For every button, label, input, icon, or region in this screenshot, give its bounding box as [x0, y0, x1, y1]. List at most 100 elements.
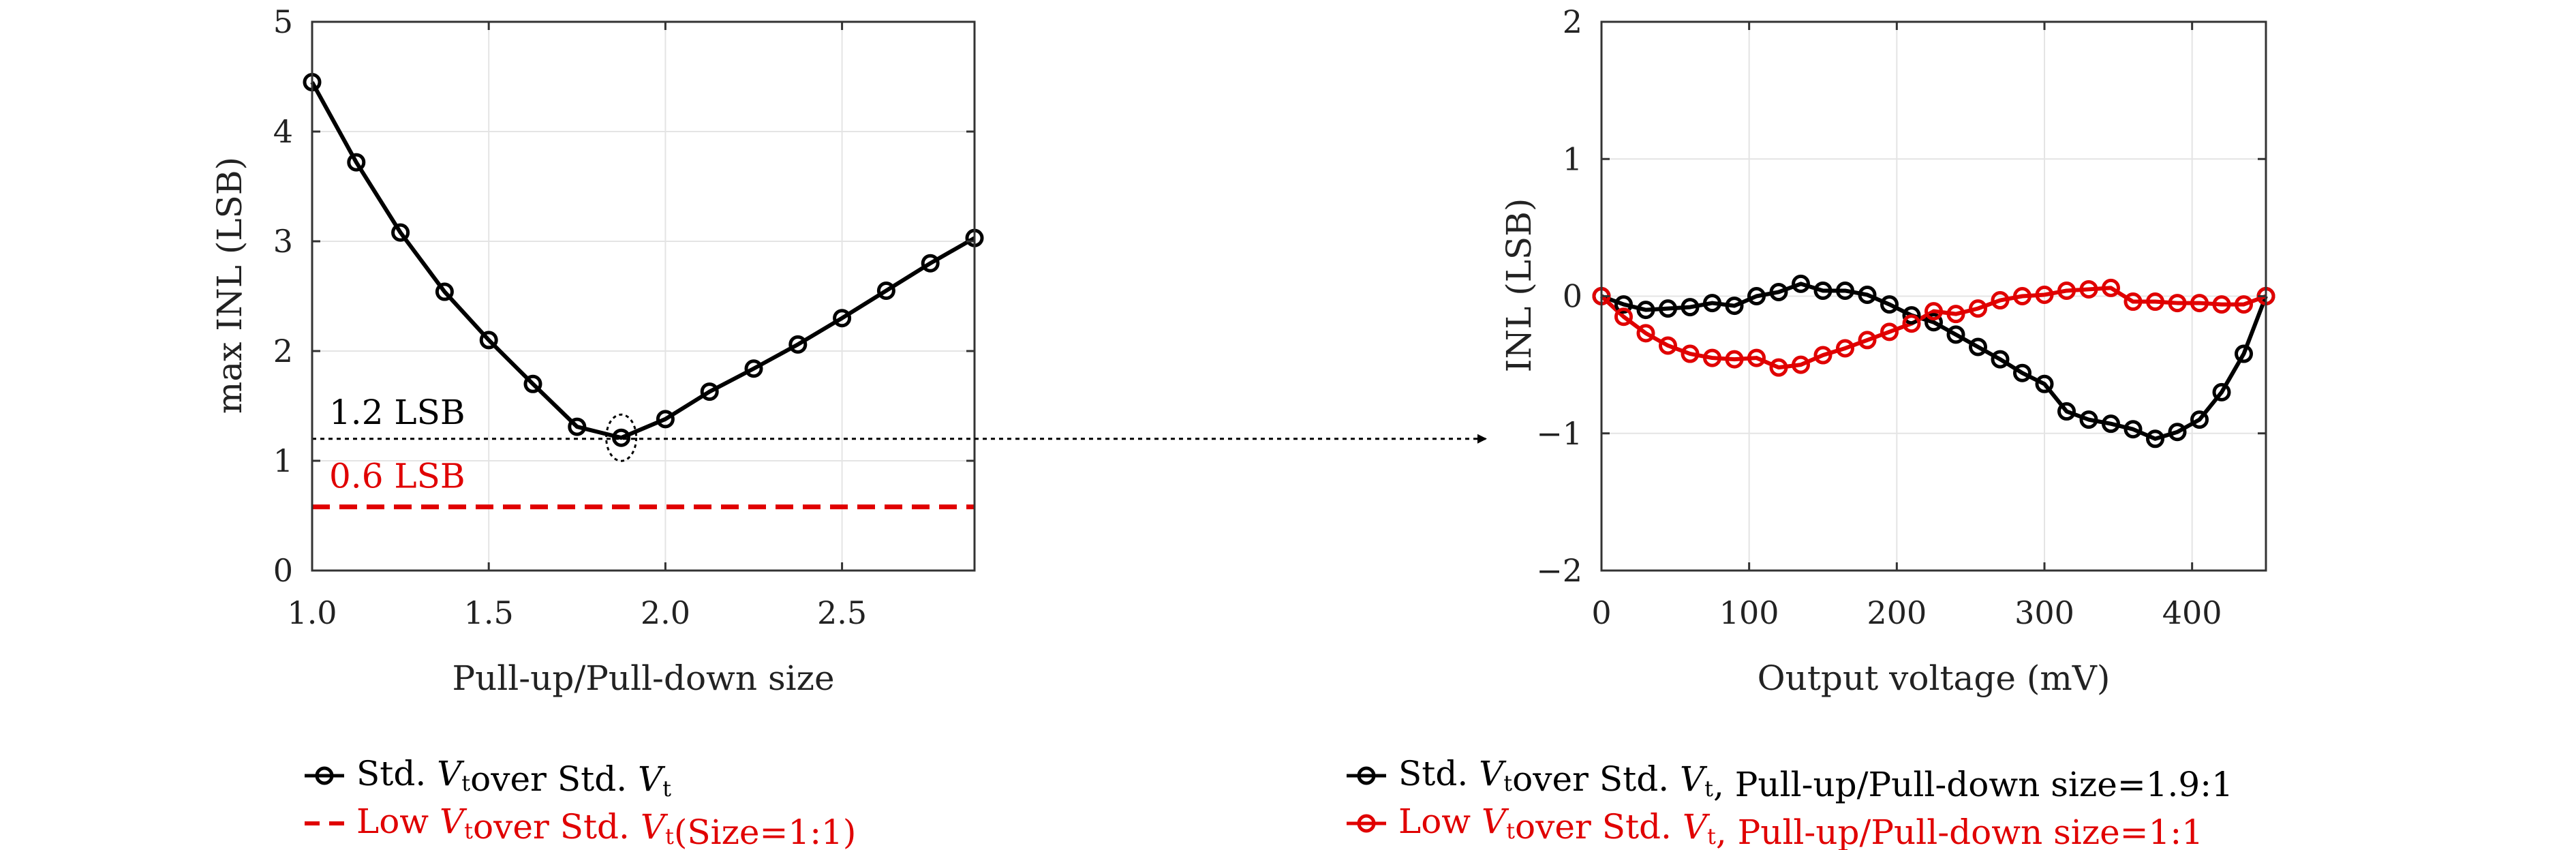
right-ytick-label: 1 [1563, 140, 1582, 177]
left-markers-group [303, 73, 984, 462]
left-series-0-point [833, 309, 852, 328]
right-xtick-label: 400 [2162, 594, 2222, 631]
right-series-1-point [1659, 336, 1677, 355]
right-series-0-point [1880, 295, 1899, 314]
right-series-1-point [1902, 314, 1921, 333]
left-chart: 1.0 1.5 2.0 2.5 0 1 2 3 4 5 Pull-up/Pull-down si… [210, 3, 984, 698]
right-series-1-point [2146, 292, 2164, 312]
right-chart: 0 100 200 300 400 −2 −1 0 1 2 Output voltage (mV… [1499, 3, 2275, 698]
right-y-ticks: −2 −1 0 1 2 [1536, 3, 2266, 589]
legend-right-entry-1: Low Vtover Std. Vt, Pull-up/Pull-down si… [1347, 802, 2203, 850]
left-xtick-label: 1.0 [287, 594, 337, 631]
right-series-1-point [1880, 322, 1899, 341]
right-x-ticks: 0 100 200 300 400 [1591, 22, 2222, 631]
right-xtick-label: 0 [1591, 594, 1611, 631]
legend-swatch-marker [315, 766, 334, 785]
left-x-ticks: 1.0 1.5 2.0 2.5 [287, 22, 867, 631]
right-series-0-point [2123, 420, 2143, 439]
right-series-1-point [1969, 299, 1987, 318]
right-series-1-point [1836, 339, 1854, 358]
left-series-0-point [921, 254, 940, 273]
right-ytick-label: 0 [1563, 278, 1582, 315]
right-series-0-point [1813, 281, 1833, 300]
right-series-1-point [1946, 305, 1965, 324]
right-series-0-point [1925, 313, 1943, 332]
right-series-0-point [1991, 350, 2010, 369]
right-series-0-point [1946, 325, 1965, 344]
right-series-0-point [2035, 374, 2054, 393]
left-series-0-point [700, 382, 719, 401]
right-series-0-point [1681, 298, 1700, 317]
right-series-0-point [2235, 344, 2253, 363]
right-series-0-point [2013, 363, 2031, 382]
right-series-1-point [1614, 307, 1633, 327]
right-ytick-label: 2 [1563, 3, 1582, 40]
right-markers-group [1592, 274, 2275, 449]
left-y-ticks: 0 1 2 3 4 5 [273, 3, 975, 589]
right-series-0-point [2102, 414, 2120, 434]
left-series-0-point [391, 223, 410, 242]
left-series-0-point [788, 335, 808, 354]
right-series-0-point [2212, 382, 2231, 401]
left-ytick-label: 2 [273, 333, 293, 369]
right-series-1-point [1681, 344, 1700, 363]
right-series-1-point [1858, 331, 1877, 350]
left-series-0-point [744, 359, 763, 378]
left-series-0-point [656, 410, 675, 429]
right-series-0-point [2079, 410, 2098, 429]
left-series-0-point [347, 153, 366, 172]
left-x-axis-label: Pull-up/Pull-down size [452, 658, 834, 698]
right-series-1-line [1599, 286, 2267, 370]
left-ytick-label: 1 [273, 442, 293, 479]
left-series-0-point [523, 374, 542, 393]
left-y-axis-label: max INL (LSB) [210, 157, 249, 414]
right-series-0-point [1747, 287, 1766, 305]
right-series-1-point [1769, 358, 1788, 377]
right-xtick-label: 200 [1867, 594, 1927, 631]
left-ytick-label: 5 [273, 3, 293, 40]
legend-left-entry-1: Low Vtover Std. Vt(Size=1:1) [305, 802, 856, 850]
right-x-axis-label: Output voltage (mV) [1758, 658, 2111, 698]
right-series-0-point [1659, 299, 1677, 318]
left-xtick-label: 2.5 [817, 594, 867, 631]
right-series-0-point [2190, 410, 2209, 429]
left-series-0-line [310, 81, 976, 440]
right-series-1-point [2168, 294, 2187, 313]
right-series-0-point [1836, 281, 1854, 300]
legend-label: Std. Vtover Std. Vt [356, 754, 671, 802]
right-series-0-point [2146, 429, 2164, 449]
left-ytick-label: 4 [273, 113, 293, 150]
right-series-0-point [1703, 294, 1721, 313]
right-series-1-point [1725, 350, 1744, 369]
right-ytick-label: −1 [1536, 415, 1582, 452]
right-series-1-point [1703, 348, 1721, 367]
right-series-0-line [1600, 282, 2268, 441]
right-series-1-point [2079, 279, 2098, 299]
left-series-0-point [479, 331, 498, 350]
right-series-0-point [1725, 297, 1744, 316]
legend-left-entry-0: Std. Vtover Std. Vt [305, 754, 671, 802]
left-axes-frame [311, 20, 976, 572]
left-ytick-label: 3 [273, 223, 293, 260]
legend-swatch-marker [1357, 814, 1376, 833]
legend-swatch-marker [1357, 766, 1376, 785]
right-series-1-point [1925, 302, 1943, 321]
left-series-0-point [876, 281, 895, 300]
legend-right-entry-0: Std. Vtover Std. Vt, Pull-up/Pull-down s… [1347, 754, 2233, 804]
right-series-0-point [1858, 285, 1877, 304]
right-series-0-point [1969, 337, 1987, 356]
left-series-group [310, 81, 976, 510]
right-series-1-point [2102, 278, 2120, 297]
left-ytick-label: 0 [273, 552, 293, 589]
right-series-1-point [2013, 287, 2031, 305]
right-series-0-point [2168, 423, 2187, 442]
legend-label: Low Vtover Std. Vt(Size=1:1) [356, 802, 856, 850]
right-series-group [1599, 282, 2268, 441]
right-series-0-point [1902, 306, 1921, 325]
legend-right: Std. Vtover Std. Vt, Pull-up/Pull-down s… [1347, 754, 2233, 850]
left-xtick-label: 2.0 [641, 594, 690, 631]
right-series-0-point [2057, 402, 2076, 421]
right-grid [1601, 21, 2266, 571]
